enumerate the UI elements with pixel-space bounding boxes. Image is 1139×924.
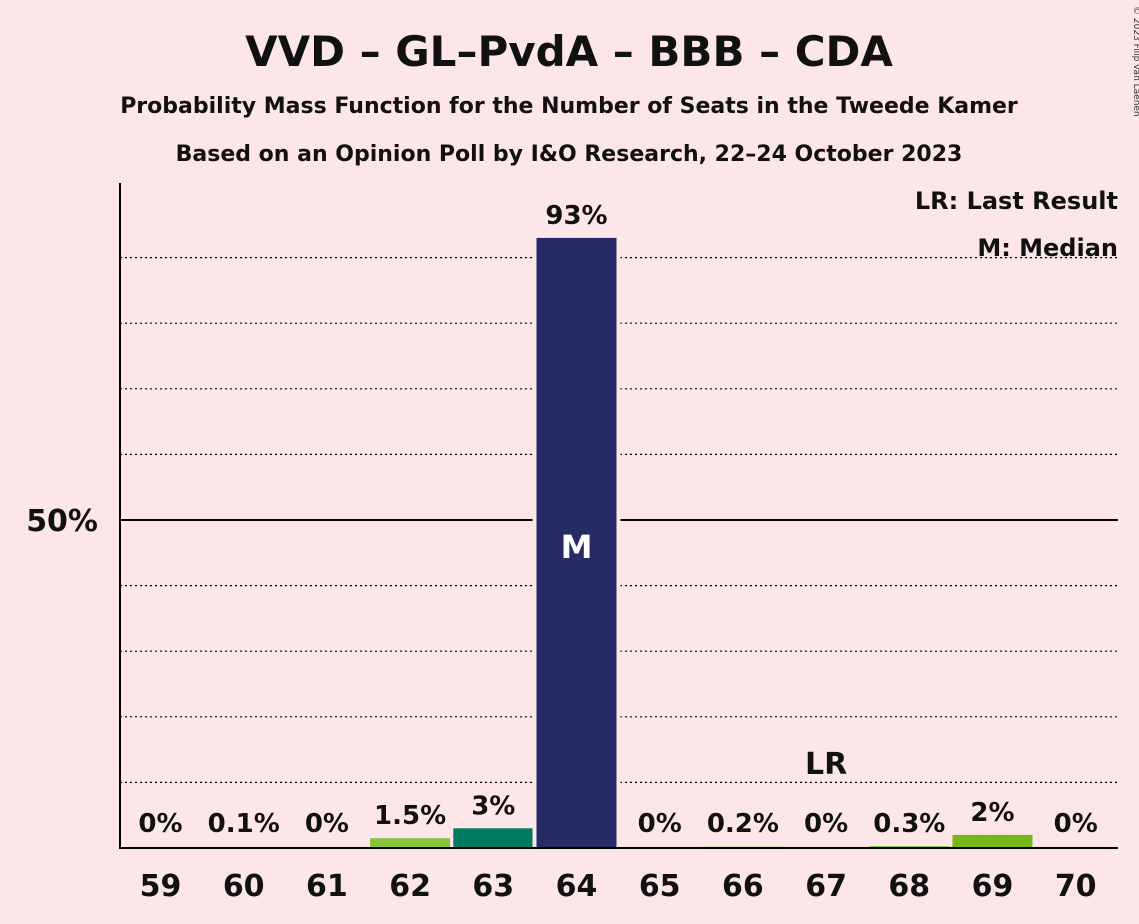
gridlines <box>120 257 1118 784</box>
x-tick-label-66: 66 <box>722 869 764 904</box>
value-label-68: 0.3% <box>873 809 945 839</box>
value-label-70: 0% <box>1054 809 1098 839</box>
bar-69 <box>952 834 1033 848</box>
bar-62 <box>370 838 451 848</box>
x-tick-label-65: 65 <box>639 869 681 904</box>
x-tick-label-64: 64 <box>556 869 598 904</box>
x-tick-label-68: 68 <box>888 869 930 904</box>
y-tick-label-50: 50% <box>26 504 98 539</box>
x-tick-label-61: 61 <box>306 869 348 904</box>
value-label-62: 1.5% <box>374 801 446 831</box>
x-tick-label-63: 63 <box>472 869 514 904</box>
last-result-marker: LR <box>805 747 847 782</box>
value-label-65: 0% <box>638 809 682 839</box>
x-tick-label-69: 69 <box>972 869 1014 904</box>
value-label-61: 0% <box>305 809 349 839</box>
legend-last-result: LR: Last Result <box>915 187 1118 215</box>
value-label-60: 0.1% <box>208 809 280 839</box>
value-label-64: 93% <box>545 201 607 231</box>
value-label-63: 3% <box>471 791 515 821</box>
value-label-59: 0% <box>138 809 182 839</box>
x-tick-label-60: 60 <box>223 869 265 904</box>
copyright: © 2023 Filip van Laenen <box>1131 6 1139 117</box>
x-tick-label-62: 62 <box>389 869 431 904</box>
chart-subtitle-1: Probability Mass Function for the Number… <box>120 94 1018 119</box>
value-label-66: 0.2% <box>707 809 779 839</box>
x-tick-label-70: 70 <box>1055 869 1097 904</box>
chart-title: VVD – GL–PvdA – BBB – CDA <box>245 27 893 76</box>
median-marker: M <box>561 528 593 566</box>
bar-64 <box>536 237 617 849</box>
value-label-67: 0% <box>804 809 848 839</box>
value-label-69: 2% <box>970 798 1014 828</box>
chart-subtitle-2: Based on an Opinion Poll by I&O Research… <box>176 142 963 167</box>
x-tick-label-67: 67 <box>805 869 847 904</box>
legend-median: M: Median <box>977 234 1118 262</box>
bar-63 <box>453 828 534 848</box>
x-tick-label-59: 59 <box>140 869 182 904</box>
bars: 0% 59 0.1% 60 0% 61 1.5% 62 3% 63 93% 64 M 0% 65 0.2% 66… <box>138 201 1097 904</box>
